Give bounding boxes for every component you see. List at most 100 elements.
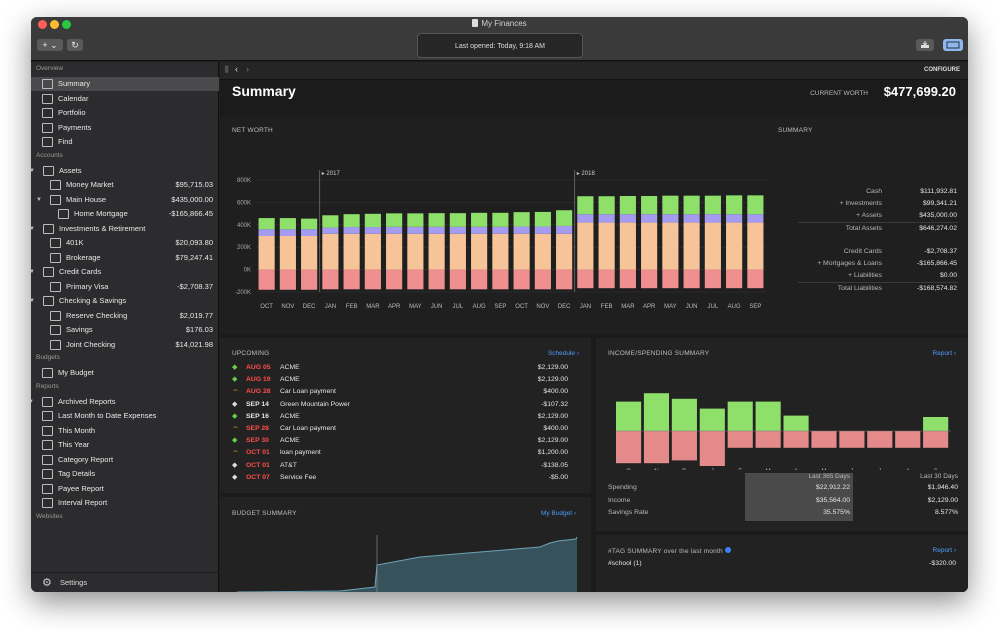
net-worth-bar-segment: [598, 222, 615, 270]
net-worth-bar-segment: [704, 269, 721, 289]
net-worth-bar-segment: [534, 269, 551, 290]
upcoming-payee[interactable]: loan payment: [280, 449, 321, 457]
zoom-window-button[interactable]: [62, 20, 71, 29]
spending-bar: [895, 431, 921, 448]
upcoming-payee[interactable]: Car Loan payment: [280, 388, 336, 396]
sidebar-item-credit-cards[interactable]: ▼ Credit Cards: [31, 265, 219, 279]
sidebar-item-label: Joint Checking: [66, 339, 116, 349]
net-worth-bar-segment: [386, 213, 403, 227]
sidebar-item-label: Investments & Retirement: [59, 223, 146, 233]
sidebar-item-savings[interactable]: Savings $176.03: [31, 323, 219, 337]
upcoming-payee[interactable]: Green Mountain Power: [280, 400, 350, 408]
sidebar-item-money-market[interactable]: Money Market $95,715.03: [31, 178, 219, 192]
sidebar-item-this-month[interactable]: This Month: [31, 424, 219, 438]
net-worth-bar-segment: [577, 269, 594, 289]
net-worth-bar-segment: [683, 214, 700, 223]
upcoming-date: OCT 01: [246, 449, 270, 457]
my-budget-link[interactable]: My Budget ›: [540, 510, 576, 517]
sidebar-item-tag-details[interactable]: Tag Details: [31, 467, 219, 481]
spending-bar: [643, 431, 670, 464]
sidebar-item-primary-visa[interactable]: Primary Visa -$2,708.37: [31, 280, 219, 294]
net-worth-bar-segment: [747, 222, 764, 270]
configure-button[interactable]: CONFIGURE: [924, 67, 960, 73]
add-button[interactable]: + ⌄: [37, 39, 63, 51]
disclosure-triangle-icon[interactable]: ▼: [31, 225, 35, 232]
schedule-link[interactable]: Schedule ›: [547, 350, 579, 357]
net-worth-bar-segment: [428, 213, 445, 227]
sidebar-item-this-year[interactable]: This Year: [31, 438, 219, 452]
disclosure-triangle-icon[interactable]: ▼: [31, 395, 34, 409]
info-icon[interactable]: [724, 547, 731, 553]
sidebar-item-interval-report[interactable]: Interval Report: [31, 496, 219, 510]
upcoming-payee[interactable]: ACME: [280, 437, 300, 445]
upcoming-date: OCT 01: [246, 461, 270, 469]
schedule-type-icon: ◆: [232, 412, 238, 420]
disclosure-triangle-icon[interactable]: ▼: [31, 269, 35, 275]
sidebar-item-payments[interactable]: Payments: [31, 121, 219, 135]
tag-report-link[interactable]: Report ›: [932, 547, 956, 554]
upcoming-payee[interactable]: ACME: [280, 412, 300, 420]
folder-icon: [43, 165, 54, 176]
upcoming-date: AUG 19: [246, 376, 271, 384]
import-button[interactable]: [916, 39, 934, 51]
sidebar-item-brokerage[interactable]: Brokerage $79,247.41: [31, 251, 219, 265]
upcoming-payee[interactable]: AT&T: [280, 461, 297, 469]
forward-icon[interactable]: ›: [246, 64, 249, 74]
x-tick-label: MAY: [409, 304, 422, 310]
settings-button[interactable]: ⚙ Settings: [31, 572, 219, 592]
net-worth-bar-segment: [343, 214, 360, 228]
upcoming-date: OCT 07: [246, 473, 270, 481]
income-row-365: 35.575%: [823, 509, 850, 516]
sidebar-item-find[interactable]: Find: [31, 135, 219, 149]
sidebar-item-summary[interactable]: Summary: [31, 77, 219, 91]
minimize-window-button[interactable]: [50, 20, 59, 29]
sidebar-item-joint-checking[interactable]: Joint Checking $14,021.98: [31, 338, 219, 352]
folder-icon: [43, 267, 54, 277]
income-row-label: Spending: [608, 484, 637, 491]
close-window-button[interactable]: [38, 20, 47, 29]
disclosure-triangle-icon[interactable]: ▼: [31, 298, 35, 304]
sidebar-item-payee-report[interactable]: Payee Report: [31, 482, 219, 496]
net-worth-title: NET WORTH: [232, 127, 273, 134]
income-bar: [727, 401, 753, 431]
sidebar-item-last-month-to-date-expenses[interactable]: Last Month to Date Expenses: [31, 409, 219, 423]
sidebar-item-reserve-checking[interactable]: Reserve Checking $2,019.77: [31, 309, 219, 323]
sidebar-item-home-mortgage[interactable]: Home Mortgage -$165,866.45: [31, 207, 219, 221]
tag-name[interactable]: #school (1): [608, 560, 642, 567]
sidebar-item-archived-reports[interactable]: ▼ Archived Reports: [31, 395, 219, 409]
sync-button[interactable]: [943, 39, 963, 51]
schedule-type-icon: ◆: [232, 364, 238, 371]
sidebar-item-main-house[interactable]: ▼ Main House $435,000.00: [31, 193, 219, 207]
upcoming-payee[interactable]: ACME: [280, 376, 300, 384]
refresh-button[interactable]: ↻: [67, 39, 83, 51]
sidebar-item-calendar[interactable]: Calendar: [31, 92, 219, 106]
back-icon[interactable]: ‹: [235, 64, 238, 74]
disclosure-triangle-icon[interactable]: ▼: [36, 196, 42, 203]
sidebar-item-checking-savings[interactable]: ▼ Checking & Savings: [31, 294, 219, 308]
net-worth-bar-segment: [556, 233, 573, 270]
sidebar-item-assets[interactable]: ▼ Assets: [31, 164, 219, 178]
sidebar-item-portfolio[interactable]: Portfolio: [31, 106, 219, 120]
net-worth-bar-segment: [683, 222, 700, 270]
net-worth-bar-segment: [641, 214, 658, 223]
income-report-link[interactable]: Report ›: [932, 350, 956, 357]
sidebar-item-401k[interactable]: 401K $20,093.80: [31, 236, 219, 250]
upcoming-payee[interactable]: Service Fee: [280, 473, 317, 481]
account-balance: -$165,866.45: [168, 209, 213, 218]
summary-row-value: -$2,708.37: [924, 248, 957, 255]
sidebar-toggle-icon[interactable]: ⫼: [225, 65, 229, 74]
sidebar-item-category-report[interactable]: Category Report: [31, 453, 219, 467]
report-icon: [42, 498, 53, 508]
net-worth-bar-segment: [704, 195, 721, 215]
net-worth-bar-segment: [598, 269, 615, 289]
account-icon: [50, 325, 61, 335]
upcoming-payee[interactable]: Car Loan payment: [280, 425, 336, 432]
net-worth-bar-segment: [662, 195, 679, 215]
upcoming-payee[interactable]: ACME: [280, 364, 300, 371]
summary-divider: [798, 282, 958, 283]
summary-row-label: + Liabilities: [848, 272, 882, 279]
sidebar-item-my-budget[interactable]: My Budget: [31, 366, 219, 380]
sidebar-item-investments-retirement[interactable]: ▼ Investments & Retirement: [31, 222, 219, 236]
status-display: Last opened: Today, 9:18 AM: [417, 33, 583, 58]
disclosure-triangle-icon[interactable]: ▼: [31, 167, 35, 174]
